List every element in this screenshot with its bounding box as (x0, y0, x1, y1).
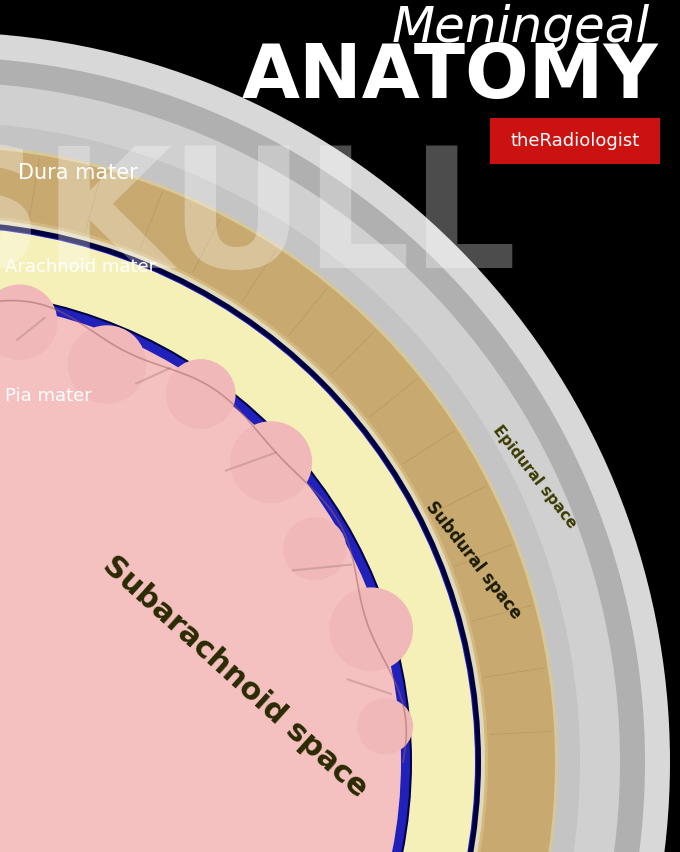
Text: SKULL: SKULL (0, 141, 517, 303)
Circle shape (0, 147, 555, 852)
Circle shape (0, 82, 620, 852)
FancyBboxPatch shape (490, 118, 660, 164)
Circle shape (0, 226, 476, 852)
Text: Dura mater: Dura mater (18, 163, 138, 182)
Text: Arachnoid mater: Arachnoid mater (5, 258, 156, 276)
Circle shape (231, 421, 312, 504)
Circle shape (0, 220, 482, 852)
Circle shape (0, 217, 485, 852)
Circle shape (0, 290, 412, 852)
Circle shape (0, 285, 58, 360)
Circle shape (0, 214, 488, 852)
Text: ANATOMY: ANATOMY (241, 41, 658, 114)
Circle shape (0, 301, 401, 852)
Circle shape (357, 699, 413, 754)
Circle shape (0, 57, 645, 852)
Circle shape (0, 32, 670, 852)
Circle shape (284, 517, 346, 580)
Text: Subdural space: Subdural space (422, 498, 524, 622)
Circle shape (0, 227, 475, 852)
Circle shape (68, 325, 146, 404)
Circle shape (0, 292, 410, 852)
Circle shape (0, 221, 481, 852)
Circle shape (0, 122, 580, 852)
Text: Pia mater: Pia mater (5, 387, 92, 405)
Text: Epidural space: Epidural space (490, 423, 579, 531)
Circle shape (0, 227, 475, 852)
Text: Meningeal: Meningeal (392, 4, 650, 52)
Circle shape (166, 360, 236, 429)
Text: theRadiologist: theRadiologist (511, 132, 640, 150)
Circle shape (0, 144, 558, 852)
Text: Subarachnoid space: Subarachnoid space (97, 550, 373, 803)
Circle shape (0, 298, 404, 852)
Circle shape (329, 587, 413, 671)
